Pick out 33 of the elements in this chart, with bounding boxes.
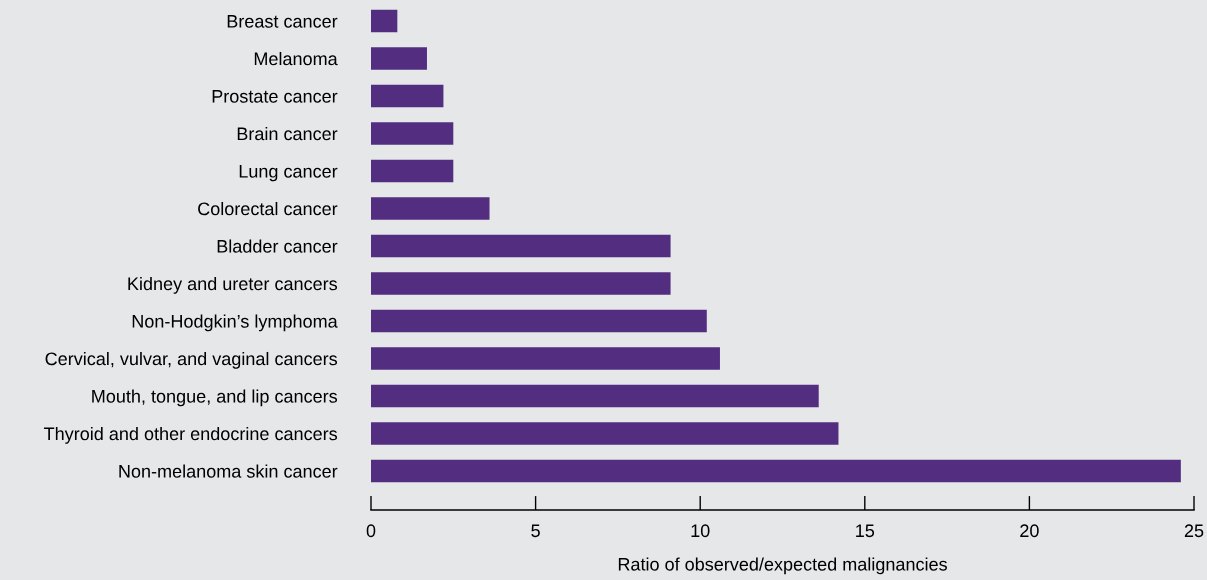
y-tick-label: Bladder cancer (217, 239, 338, 253)
bar (371, 159, 454, 183)
x-tick-label: 10 (691, 524, 710, 538)
y-tick-label: Mouth, tongue, and lip cancers (92, 389, 338, 407)
y-tick-label: Breast cancer (227, 15, 338, 28)
bar (371, 47, 427, 70)
bar (371, 309, 707, 333)
y-tick-label: Brain cancer (237, 126, 338, 141)
x-tick-label: 5 (531, 524, 540, 538)
bar (371, 122, 454, 145)
bar (371, 84, 444, 108)
y-tick-label: Thyroid and other endocrine cancers (44, 426, 338, 444)
x-tick-label: 15 (856, 524, 875, 538)
bar (371, 347, 720, 370)
bar (371, 234, 671, 258)
bar (371, 197, 490, 220)
y-tick-label: Melanoma (254, 51, 338, 66)
y-tick-label: Lung cancer (239, 165, 338, 182)
bar (371, 384, 819, 408)
x-axis-title: Ratio of observed/expected malignancies (618, 557, 947, 575)
y-tick-label: Colorectal cancer (198, 201, 338, 216)
bar (371, 422, 839, 445)
x-tick-label: 20 (1020, 524, 1039, 538)
x-tick-label: 0 (366, 524, 376, 538)
y-tick-label: Prostate cancer (212, 90, 338, 103)
y-tick-label: Kidney and ureter cancers (128, 276, 338, 294)
bar (371, 459, 1181, 483)
y-tick-label: Cervical, vulvar, and vaginal cancers (45, 351, 338, 369)
bar (371, 9, 398, 33)
bar (371, 272, 671, 295)
y-tick-label: Non-melanoma skin cancer (119, 464, 338, 478)
x-tick-label: 25 (1184, 524, 1204, 538)
y-tick-label: Non-Hodgkin’s lymphoma (132, 314, 338, 332)
